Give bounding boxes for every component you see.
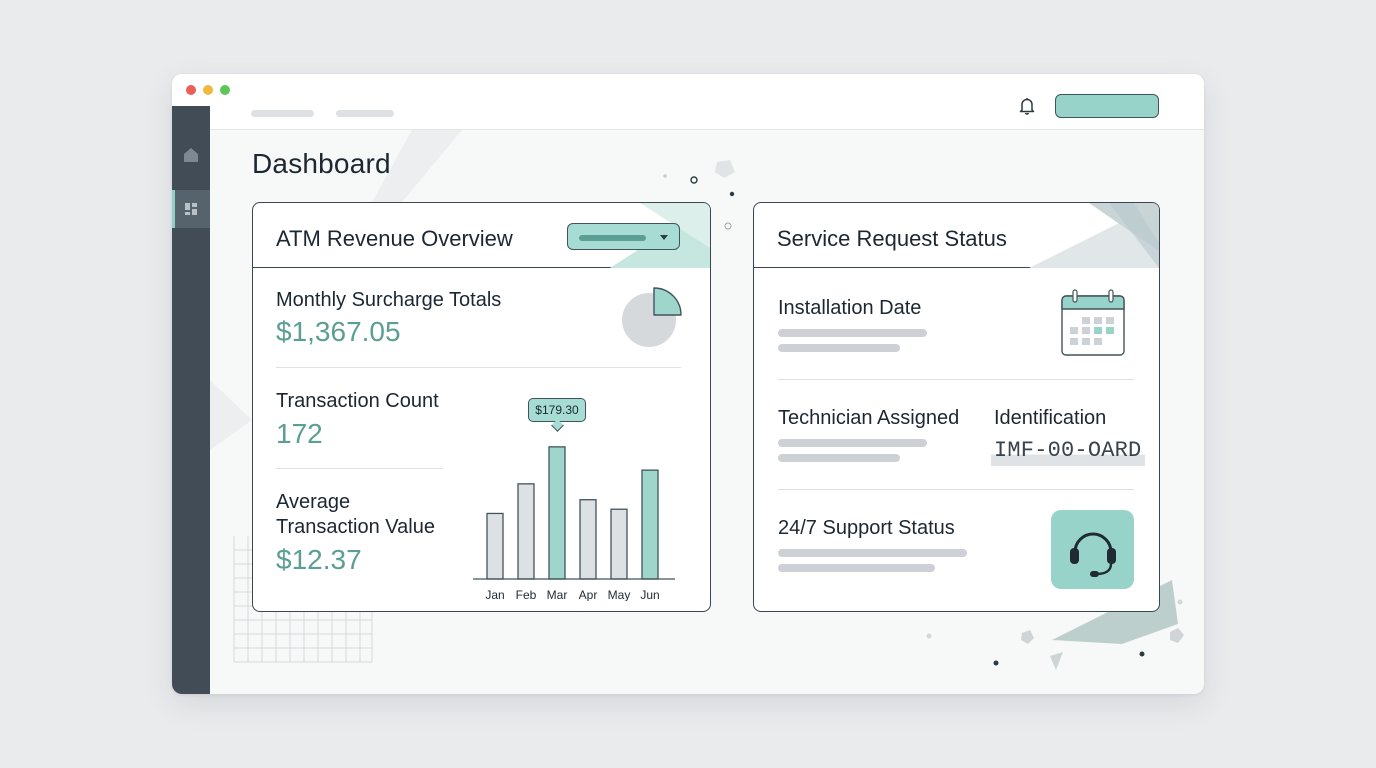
select-value-placeholder <box>579 235 646 241</box>
identification-value: IMF-00-OARD <box>991 436 1146 466</box>
divider <box>778 379 1134 380</box>
chart-bar-jun[interactable] <box>641 469 659 580</box>
pie-chart-icon <box>622 287 682 347</box>
chart-tick-label: Feb <box>516 588 537 601</box>
technician-label: Technician Assigned <box>778 407 960 429</box>
breadcrumb-placeholder[interactable] <box>336 110 394 117</box>
revenue-bar-chart: Jan Feb Mar Apr May Jun <box>473 446 675 601</box>
identification-label: Identification <box>994 407 1107 429</box>
header-decoration <box>1029 203 1159 268</box>
atm-revenue-card: ATM Revenue Overview Monthly Surcharge T… <box>252 202 711 612</box>
metric-value: $1,367.05 <box>276 316 401 347</box>
breadcrumb-placeholder[interactable] <box>251 110 314 117</box>
chart-bar-may[interactable] <box>610 508 628 580</box>
chart-tick-label: May <box>608 588 631 601</box>
support-status-tile[interactable] <box>1051 510 1134 589</box>
home-icon <box>184 148 198 162</box>
chart-tick-label: Jan <box>485 588 504 601</box>
chart-tick-label: Jun <box>640 588 659 601</box>
metric-value: 172 <box>276 418 323 449</box>
close-window-button[interactable] <box>186 85 196 95</box>
card-header: ATM Revenue Overview <box>253 203 710 268</box>
card-title: Service Request Status <box>777 226 1007 251</box>
calendar-icon[interactable] <box>1060 289 1126 357</box>
metric-label: Average Transaction Value <box>276 491 435 538</box>
top-bar <box>210 106 1204 130</box>
page-title: Dashboard <box>252 148 391 179</box>
minimize-window-button[interactable] <box>203 85 213 95</box>
sidebar <box>172 106 210 694</box>
text-placeholder <box>778 439 927 447</box>
service-request-card: Service Request Status Installation Date… <box>753 202 1160 612</box>
chart-tick-label: Mar <box>547 588 568 601</box>
bell-icon[interactable] <box>1018 96 1036 116</box>
support-status-label: 24/7 Support Status <box>778 517 955 539</box>
chevron-down-icon <box>660 235 668 240</box>
chart-tick-label: Apr <box>579 588 598 601</box>
divider <box>778 489 1134 490</box>
divider <box>276 367 681 368</box>
primary-action-button[interactable] <box>1055 94 1159 118</box>
sidebar-item-home[interactable] <box>172 136 210 174</box>
text-placeholder <box>778 329 927 337</box>
maximize-window-button[interactable] <box>220 85 230 95</box>
metric-value: $12.37 <box>276 544 362 575</box>
chart-tooltip: $179.30 <box>528 398 586 422</box>
card-header: Service Request Status <box>754 203 1159 268</box>
chart-bar-apr[interactable] <box>579 499 597 580</box>
dashboard-icon <box>185 203 197 215</box>
chart-bar-feb[interactable] <box>517 483 535 580</box>
metric-label: Transaction Count <box>276 390 439 412</box>
title-bar <box>172 74 1204 106</box>
app-window: Dashboard ATM Revenue Overview Monthly S… <box>172 74 1204 694</box>
metric-label: Monthly Surcharge Totals <box>276 289 502 311</box>
card-title: ATM Revenue Overview <box>276 226 513 251</box>
installation-date-label: Installation Date <box>778 297 922 319</box>
divider <box>276 468 443 469</box>
chart-bar-jan[interactable] <box>486 512 504 580</box>
sidebar-item-dashboard[interactable] <box>172 190 210 228</box>
text-placeholder <box>778 564 935 572</box>
text-placeholder <box>778 344 900 352</box>
period-select[interactable] <box>567 223 680 250</box>
chart-bar-mar[interactable] <box>548 446 566 580</box>
headset-icon <box>1069 532 1116 577</box>
text-placeholder <box>778 454 900 462</box>
text-placeholder <box>778 549 967 557</box>
